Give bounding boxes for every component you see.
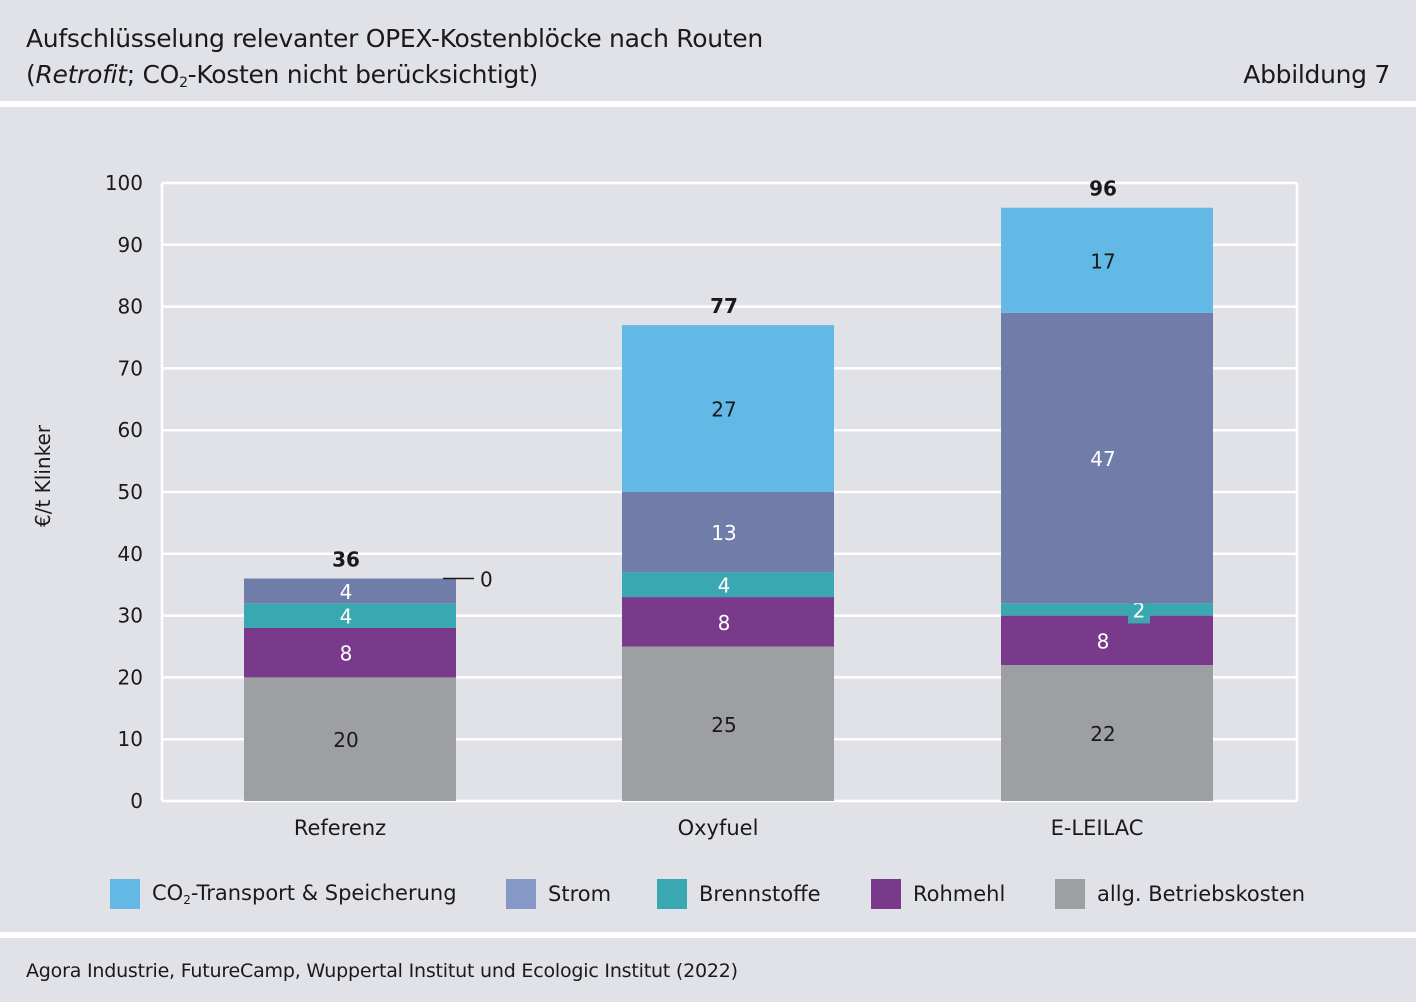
bar-segment (244, 677, 456, 801)
legend-label-main: Brennstoffe (699, 882, 821, 906)
subtitle-sub: 2 (179, 75, 188, 91)
y-axis-label: €/t Klinker (31, 424, 55, 527)
y-tick-label: 10 (118, 727, 143, 751)
value-label: 8 (718, 611, 731, 635)
chart-subtitle: (Retrofit; CO2-Kosten nicht berücksichti… (26, 60, 538, 91)
legend-item: allg. Betriebskosten (1055, 876, 1305, 912)
total-label: 96 (1089, 177, 1117, 201)
figure-label: Abbildung 7 (1243, 60, 1390, 89)
legend-label: Strom (548, 882, 611, 906)
y-tick-label: 80 (118, 295, 143, 319)
y-tick-label: 90 (118, 233, 143, 257)
value-label: 4 (340, 580, 353, 604)
bar-segment (622, 492, 834, 573)
bar-segment (622, 572, 834, 598)
legend-item: Rohmehl (871, 876, 1005, 912)
bar-segment (1001, 603, 1213, 616)
subtitle-rest: -Kosten nicht berücksichtigt) (187, 60, 539, 89)
bar-segment (1001, 312, 1213, 604)
y-tick-label: 100 (105, 171, 143, 195)
y-tick-label: 0 (130, 789, 143, 813)
legend-swatch (1055, 879, 1085, 909)
y-tick-label: 30 (118, 604, 143, 628)
x-category-label: Oxyfuel (678, 816, 759, 840)
legend-label-main: CO (152, 881, 184, 905)
legend-item: CO2-Transport & Speicherung (110, 876, 457, 912)
value-label: 27 (711, 398, 736, 422)
value-label: 22 (1090, 722, 1115, 746)
y-tick-label: 50 (118, 480, 143, 504)
bar-segment (622, 597, 834, 647)
legend-swatch (506, 879, 536, 909)
total-label: 77 (710, 294, 738, 318)
value-label: 4 (340, 605, 353, 629)
value-label: 8 (340, 642, 353, 666)
bar-segment (1001, 615, 1213, 666)
bar-segment (622, 646, 834, 801)
value-label: 4 (718, 574, 731, 598)
y-tick-label: 70 (118, 356, 143, 380)
y-tick-label: 40 (118, 542, 143, 566)
value-label: 25 (711, 713, 736, 737)
legend-label: Brennstoffe (699, 882, 821, 906)
legend-label-rest: -Transport & Speicherung (190, 881, 457, 905)
legend-label-main: Strom (548, 882, 612, 906)
chart-header: Aufschlüsselung relevanter OPEX-Kostenbl… (0, 0, 1416, 104)
footer-divider (0, 932, 1416, 938)
chart-legend: CO2-Transport & Speicherung Strom Brennsto… (0, 876, 1416, 912)
value-label: 20 (333, 728, 358, 752)
legend-label: Rohmehl (913, 882, 1005, 906)
subtitle-mid: ; CO (126, 60, 180, 89)
legend-label: allg. Betriebskosten (1097, 882, 1305, 906)
legend-swatch (657, 879, 687, 909)
value-label: 0 (480, 568, 493, 592)
y-tick-label: 20 (118, 665, 143, 689)
header-divider (0, 101, 1416, 107)
subtitle-italic: Retrofit (35, 60, 127, 89)
chart-title: Aufschlüsselung relevanter OPEX-Kostenbl… (26, 24, 763, 53)
legend-label-sub: 2 (183, 893, 191, 907)
value-label: 8 (1097, 629, 1110, 653)
x-category-label: Referenz (294, 816, 386, 840)
source-note: Agora Industrie, FutureCamp, Wuppertal I… (26, 960, 738, 982)
total-label: 36 (332, 548, 360, 572)
legend-swatch (871, 879, 901, 909)
bar-segment (244, 603, 456, 628)
bar-segment (622, 325, 834, 492)
bar-segment (1001, 665, 1213, 801)
x-category-label: E-LEILAC (1051, 816, 1144, 840)
y-tick-label: 60 (118, 418, 143, 442)
legend-label-main: allg. Betriebskosten (1097, 882, 1306, 906)
legend-swatch (110, 879, 140, 909)
bar-segment (244, 578, 456, 604)
value-label: 13 (711, 521, 736, 545)
value-label: 17 (1090, 249, 1115, 273)
value-label: 2 (1133, 598, 1146, 622)
value-label: 47 (1090, 447, 1115, 471)
legend-label-main: Rohmehl (913, 882, 1006, 906)
bar-segment (1001, 207, 1213, 313)
subtitle-open: ( (26, 60, 36, 89)
legend-item: Strom (506, 876, 611, 912)
bar-segment (244, 627, 456, 678)
legend-label: CO2-Transport & Speicherung (152, 881, 457, 907)
legend-item: Brennstoffe (657, 876, 821, 912)
